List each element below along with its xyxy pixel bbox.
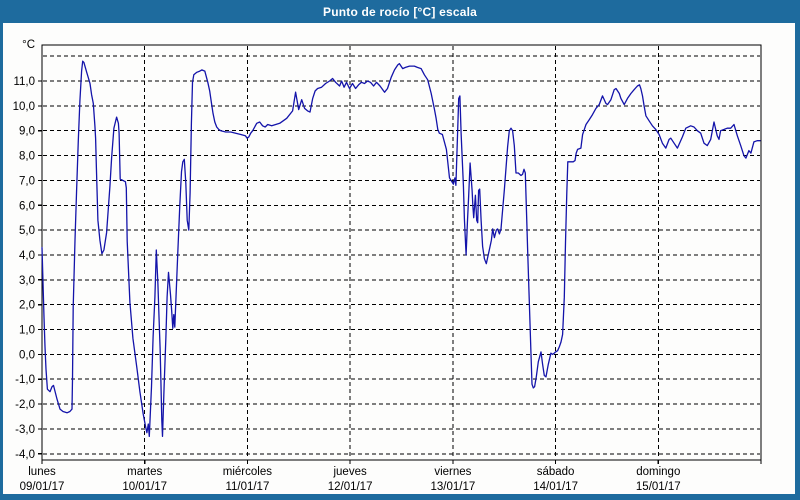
y-axis-label: 5,0 (19, 225, 35, 237)
title-bar: Punto de rocío [°C] escala (0, 0, 800, 23)
y-axis-label: 7,0 (19, 175, 35, 187)
y-axis-label: 11,0 (13, 76, 35, 88)
x-axis-date-label: 13/01/17 (431, 481, 476, 493)
x-axis-day-label: jueves (332, 466, 366, 478)
x-axis-date-label: 10/01/17 (122, 481, 167, 493)
dewpoint-line (41, 60, 761, 438)
chart-canvas: 11,0 10,0 9,0 8,0 7,0 6,0 5,0 4,0 3,0 2,0 1,0 0,0 -1… (3, 23, 795, 494)
x-axis-date-label: 12/01/17 (328, 481, 373, 493)
window-title: Punto de rocío [°C] escala (322, 4, 478, 19)
x-axis-date-label: 09/01/17 (20, 481, 65, 493)
plot-border (41, 44, 762, 461)
y-axis-label: 9,0 (19, 126, 35, 138)
y-axis-label: 4,0 (19, 250, 35, 262)
x-axis-day-label: sábado (537, 466, 575, 478)
x-axis-day-label: miércoles (223, 466, 272, 478)
x-axis-day-label: lunes (28, 466, 56, 478)
x-axis-day-label: martes (127, 466, 162, 478)
x-axis-date-label: 11/01/17 (225, 481, 269, 493)
x-axis-date-label: 14/01/17 (533, 481, 578, 493)
x-axis-date-label: 15/01/17 (636, 481, 681, 493)
x-axis-day-label: viernes (434, 466, 471, 478)
y-axis-label: 2,0 (19, 300, 35, 312)
y-axis-label: -2,0 (15, 399, 35, 411)
y-axis-label: 10,0 (13, 101, 35, 113)
y-axis-label: -1,0 (15, 374, 35, 386)
y-axis-label: -3,0 (15, 424, 35, 436)
y-axis-label: 8,0 (19, 151, 35, 163)
y-axis-label: 6,0 (19, 200, 35, 212)
x-axis-day-label: domingo (636, 466, 680, 478)
dewpoint-chart: 11,0 10,0 9,0 8,0 7,0 6,0 5,0 4,0 3,0 2,0 1,0 0,0 -1… (13, 39, 762, 493)
y-axis-unit-label: °C (22, 39, 35, 51)
y-axis-label: -4,0 (15, 449, 35, 461)
y-axis-label: 0,0 (19, 349, 35, 361)
y-axis-label: 1,0 (19, 325, 35, 337)
y-axis-label: 3,0 (19, 275, 35, 287)
